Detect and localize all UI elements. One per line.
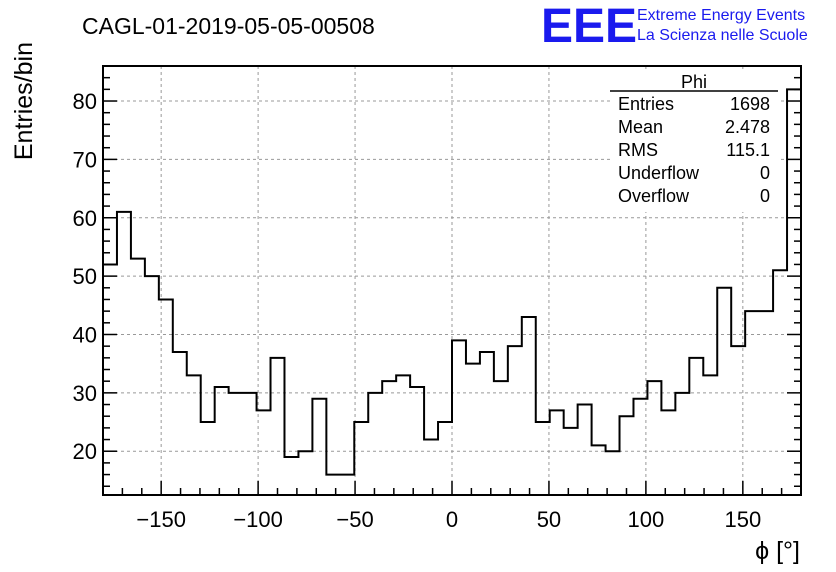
x-tick-label: −50 <box>336 507 373 532</box>
stats-label: Mean <box>618 117 663 137</box>
y-tick-label: 20 <box>73 439 97 464</box>
x-tick-label: 50 <box>537 507 561 532</box>
stats-title: Phi <box>681 72 707 92</box>
stats-label: RMS <box>618 140 658 160</box>
stats-value: 0 <box>760 163 770 183</box>
stats-label: Underflow <box>618 163 700 183</box>
stats-label: Entries <box>618 94 674 114</box>
y-tick-label: 60 <box>73 206 97 231</box>
y-axis-title: Entries/bin <box>10 42 38 160</box>
y-tick-label: 70 <box>73 147 97 172</box>
y-tick-label: 50 <box>73 264 97 289</box>
stats-background <box>610 70 778 212</box>
x-tick-label: 150 <box>724 507 761 532</box>
axis-ticks <box>103 65 801 495</box>
stats-rows: Entries 1698 Mean 2.478 RMS 115.1 Underflow 0 Ov… <box>618 94 770 206</box>
y-tick-label: 30 <box>73 381 97 406</box>
logo-line-1: Extreme Energy Events <box>637 7 805 24</box>
y-tick-label: 40 <box>73 322 97 347</box>
stats-value: 0 <box>760 186 770 206</box>
x-tick-label: −100 <box>233 507 283 532</box>
stats-box: Phi Entries 1698 Mean 2.478 RMS 115.1 Underflo… <box>610 70 778 212</box>
stats-value: 1698 <box>730 94 770 114</box>
logo-line-2: La Scienza nelle Scuole <box>637 27 808 44</box>
x-tick-labels: −150 −100 −50 0 50 100 150 <box>136 507 761 532</box>
y-tick-labels: 20 30 40 50 60 70 80 <box>73 89 97 464</box>
eee-logo: EEE Extreme Energy Events La Scienza nel… <box>541 0 808 53</box>
y-tick-label: 80 <box>73 89 97 114</box>
plot-title: CAGL-01-2019-05-05-00508 <box>82 13 375 39</box>
x-tick-label: −150 <box>136 507 186 532</box>
histogram-line <box>102 88 802 495</box>
stats-value: 115.1 <box>726 140 770 160</box>
stats-label: Overflow <box>618 186 690 206</box>
x-tick-label: 0 <box>446 507 458 532</box>
x-axis-title: ϕ [°] <box>755 537 800 565</box>
logo-mark: EEE <box>541 0 637 53</box>
stats-value: 2.478 <box>725 117 770 137</box>
x-tick-label: 100 <box>628 507 665 532</box>
